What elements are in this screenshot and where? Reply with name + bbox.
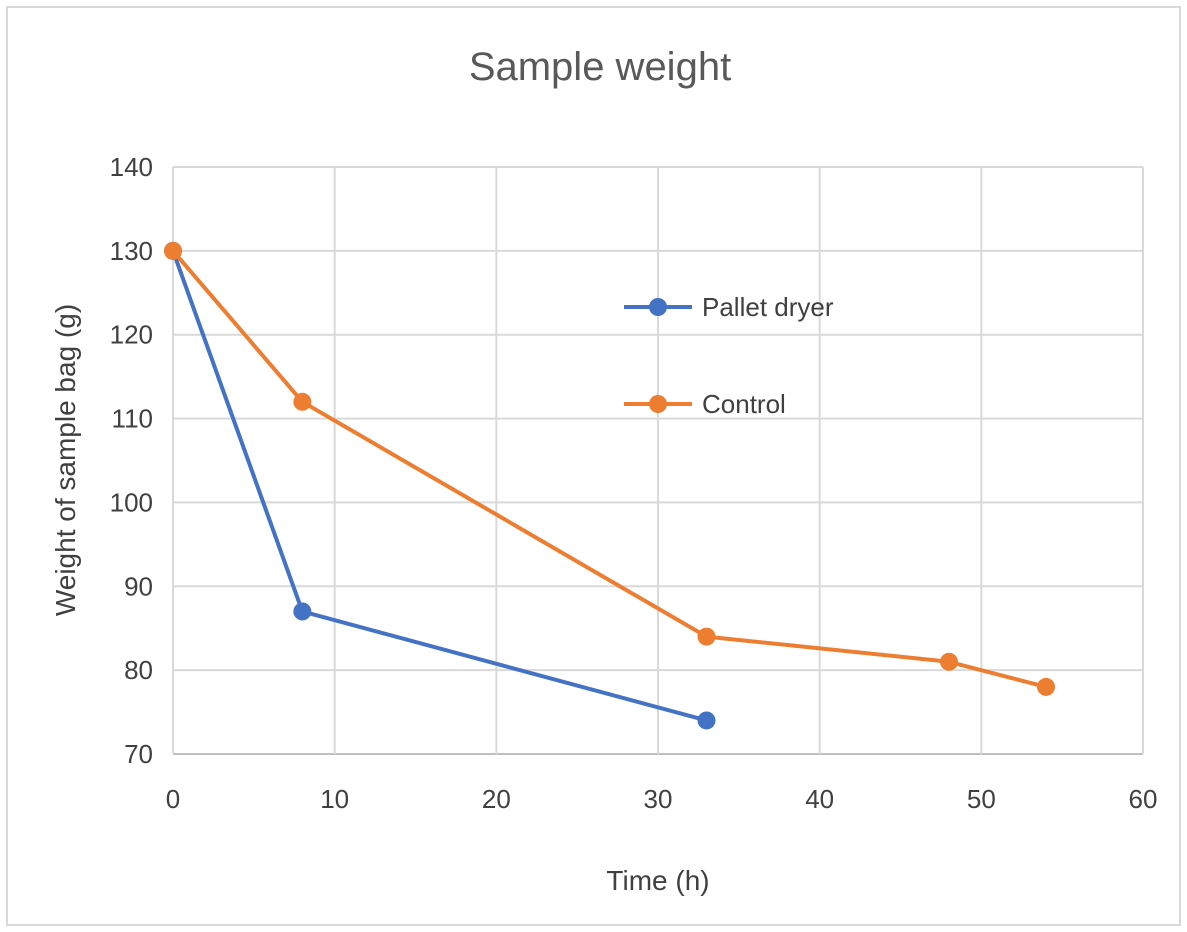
x-axis-label: Time (h) — [606, 865, 709, 896]
legend-marker — [649, 395, 667, 413]
grid-layer — [172, 166, 1144, 755]
data-point — [164, 241, 182, 260]
chart-frame — [6, 6, 1181, 926]
data-point — [293, 602, 312, 621]
y-tick-label: 100 — [110, 487, 153, 517]
y-axis-label: Weight of sample bag (g) — [50, 304, 81, 616]
data-point — [1037, 677, 1055, 696]
y-tick-label: 90 — [124, 571, 153, 601]
y-tick-label: 80 — [124, 655, 153, 685]
legend-label: Pallet dryer — [702, 292, 834, 322]
series-line — [171, 250, 708, 723]
legend-label: Control — [702, 389, 786, 419]
x-tick-label: 10 — [320, 784, 349, 814]
series-control — [164, 241, 1055, 696]
y-tick-label: 140 — [110, 152, 153, 182]
legend-entry: Pallet dryer — [624, 292, 834, 322]
x-tick-label: 60 — [1129, 784, 1158, 814]
data-point — [697, 627, 716, 646]
y-tick-label: 130 — [110, 236, 153, 266]
x-tick-label: 50 — [967, 784, 996, 814]
series-line — [171, 249, 1047, 689]
series-pallet-dryer — [164, 241, 716, 730]
y-tick-label: 110 — [112, 404, 153, 434]
tick-labels: 70 80 90 100 110 120 130 140 0 10 20 30 40 50 60 — [110, 152, 1158, 814]
chart-title: Sample weight — [469, 45, 731, 89]
y-tick-label: 120 — [110, 320, 153, 350]
legend-marker — [649, 298, 667, 316]
series-layer — [164, 241, 1055, 730]
legend-entry: Control — [624, 389, 786, 419]
data-point — [293, 392, 312, 411]
legend: Pallet dryer Control — [624, 292, 834, 419]
x-tick-label: 30 — [644, 784, 673, 814]
x-tick-label: 20 — [482, 784, 511, 814]
x-tick-label: 40 — [805, 784, 834, 814]
y-tick-label: 70 — [124, 739, 153, 769]
x-tick-label: 0 — [166, 784, 180, 814]
data-point — [697, 711, 716, 730]
data-point — [940, 652, 958, 671]
